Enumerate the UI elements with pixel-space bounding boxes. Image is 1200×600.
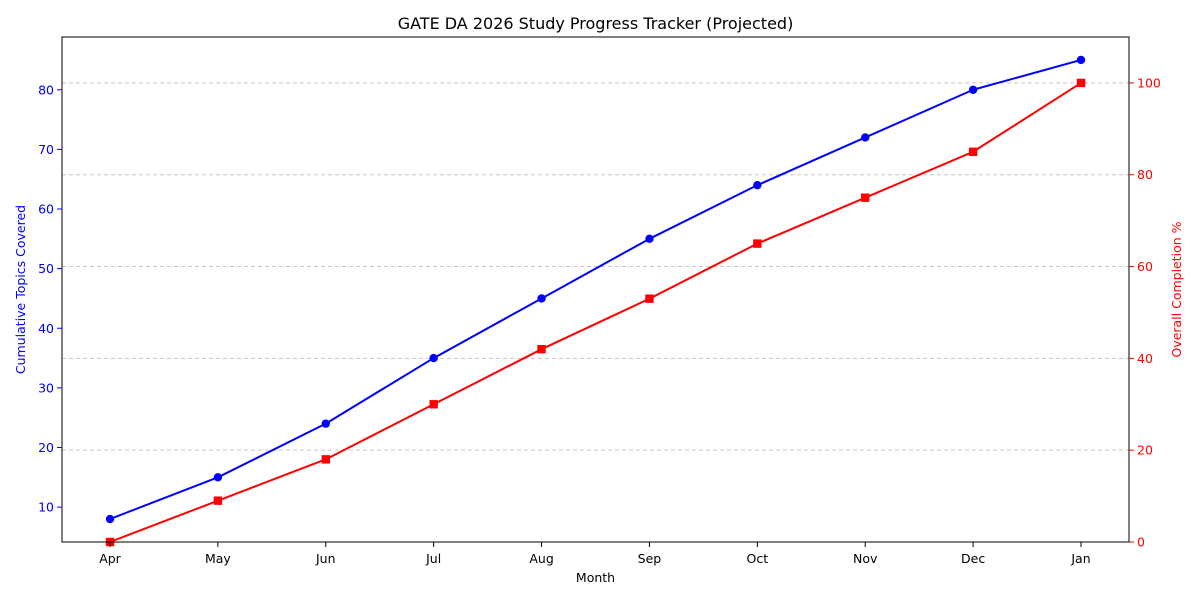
y-left-tick-label: 10: [38, 500, 54, 515]
series-line-1: [109, 58, 1082, 520]
x-tick-label: Apr: [99, 551, 121, 566]
chart-title: GATE DA 2026 Study Progress Tracker (Pro…: [398, 14, 794, 33]
data-point: [645, 294, 654, 303]
data-point: [429, 353, 438, 363]
x-tick-label: Nov: [853, 551, 878, 566]
x-tick-label: Jan: [1070, 551, 1090, 566]
x-tick-label: May: [205, 551, 231, 566]
data-point: [105, 514, 115, 524]
x-tick-label: Jul: [425, 551, 441, 566]
x-axis-label: Month: [576, 570, 615, 585]
y-right-tick-label: 20: [1137, 443, 1153, 458]
data-point: [753, 180, 762, 190]
x-tick-label: Sep: [638, 551, 662, 566]
data-point: [861, 193, 870, 202]
data-point: [1076, 55, 1086, 65]
y-right-tick-label: 80: [1137, 167, 1153, 182]
data-point: [213, 473, 223, 482]
data-point: [1076, 78, 1086, 88]
data-point: [429, 400, 438, 409]
y-left-tick-label: 80: [38, 82, 54, 97]
series-layer: [105, 55, 1086, 547]
y-right-tick-label: 0: [1137, 535, 1145, 550]
x-tick-label: Jun: [315, 551, 336, 566]
y-left-tick-label: 70: [38, 142, 54, 157]
x-tick-label: Dec: [961, 551, 985, 566]
y-axis-left-label: Cumulative Topics Covered: [13, 205, 28, 374]
data-point: [213, 496, 223, 505]
y-left-tick-label: 60: [38, 202, 54, 217]
y-axis-right-label: Overall Completion %: [1169, 221, 1184, 357]
y-right-tick-label: 100: [1137, 75, 1161, 90]
data-point: [968, 85, 978, 94]
data-point: [537, 344, 546, 354]
data-point: [861, 133, 870, 142]
data-point: [537, 294, 546, 303]
y-left-tick-label: 20: [38, 440, 54, 455]
x-tick-label: Aug: [529, 551, 553, 566]
y-right-tick-label: 40: [1137, 351, 1153, 366]
axes-layer: Apr May Jun Jul Aug Sep Oct Nov Dec Jan 10 20 30 40 50…: [38, 75, 1161, 566]
x-tick-label: Oct: [747, 551, 769, 566]
y-left-tick-label: 40: [38, 321, 54, 336]
y-right-tick-label: 60: [1137, 259, 1153, 274]
data-point: [968, 147, 978, 156]
y-left-tick-label: 30: [38, 380, 54, 395]
data-point: [645, 234, 654, 244]
y-left-tick-label: 50: [38, 261, 54, 276]
series-line-2: [109, 82, 1082, 543]
data-point: [753, 239, 762, 248]
data-point: [321, 419, 330, 428]
plot-frame: [61, 36, 1130, 543]
data-point: [321, 455, 330, 464]
